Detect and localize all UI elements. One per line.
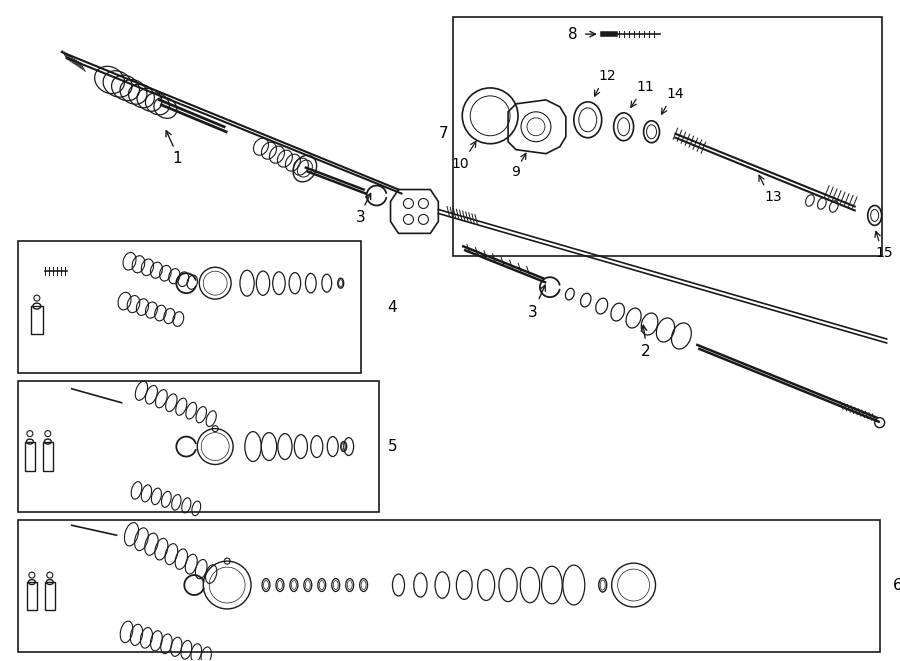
Bar [43,442,53,471]
Text: 6: 6 [893,578,900,592]
Bar [25,442,35,471]
Text: 12: 12 [598,69,616,83]
Text: 3: 3 [528,305,538,319]
Text: 10: 10 [452,157,469,171]
Bar [18,520,879,652]
Text: 11: 11 [636,80,654,94]
Text: 4: 4 [388,299,397,315]
Text: 13: 13 [764,190,782,204]
Text: 3: 3 [356,210,365,225]
Text: 9: 9 [511,165,520,178]
Text: 8: 8 [568,26,578,42]
Text: 15: 15 [876,247,894,260]
Text: 5: 5 [388,439,397,454]
Bar [31,306,43,334]
Bar [27,582,37,610]
Text: 1: 1 [173,151,182,166]
Bar [45,582,55,610]
Text: 7: 7 [438,126,448,141]
Text: 2: 2 [641,344,651,360]
Bar [18,241,361,373]
Text: 14: 14 [667,87,684,101]
Bar [454,17,882,256]
Bar [18,381,379,512]
